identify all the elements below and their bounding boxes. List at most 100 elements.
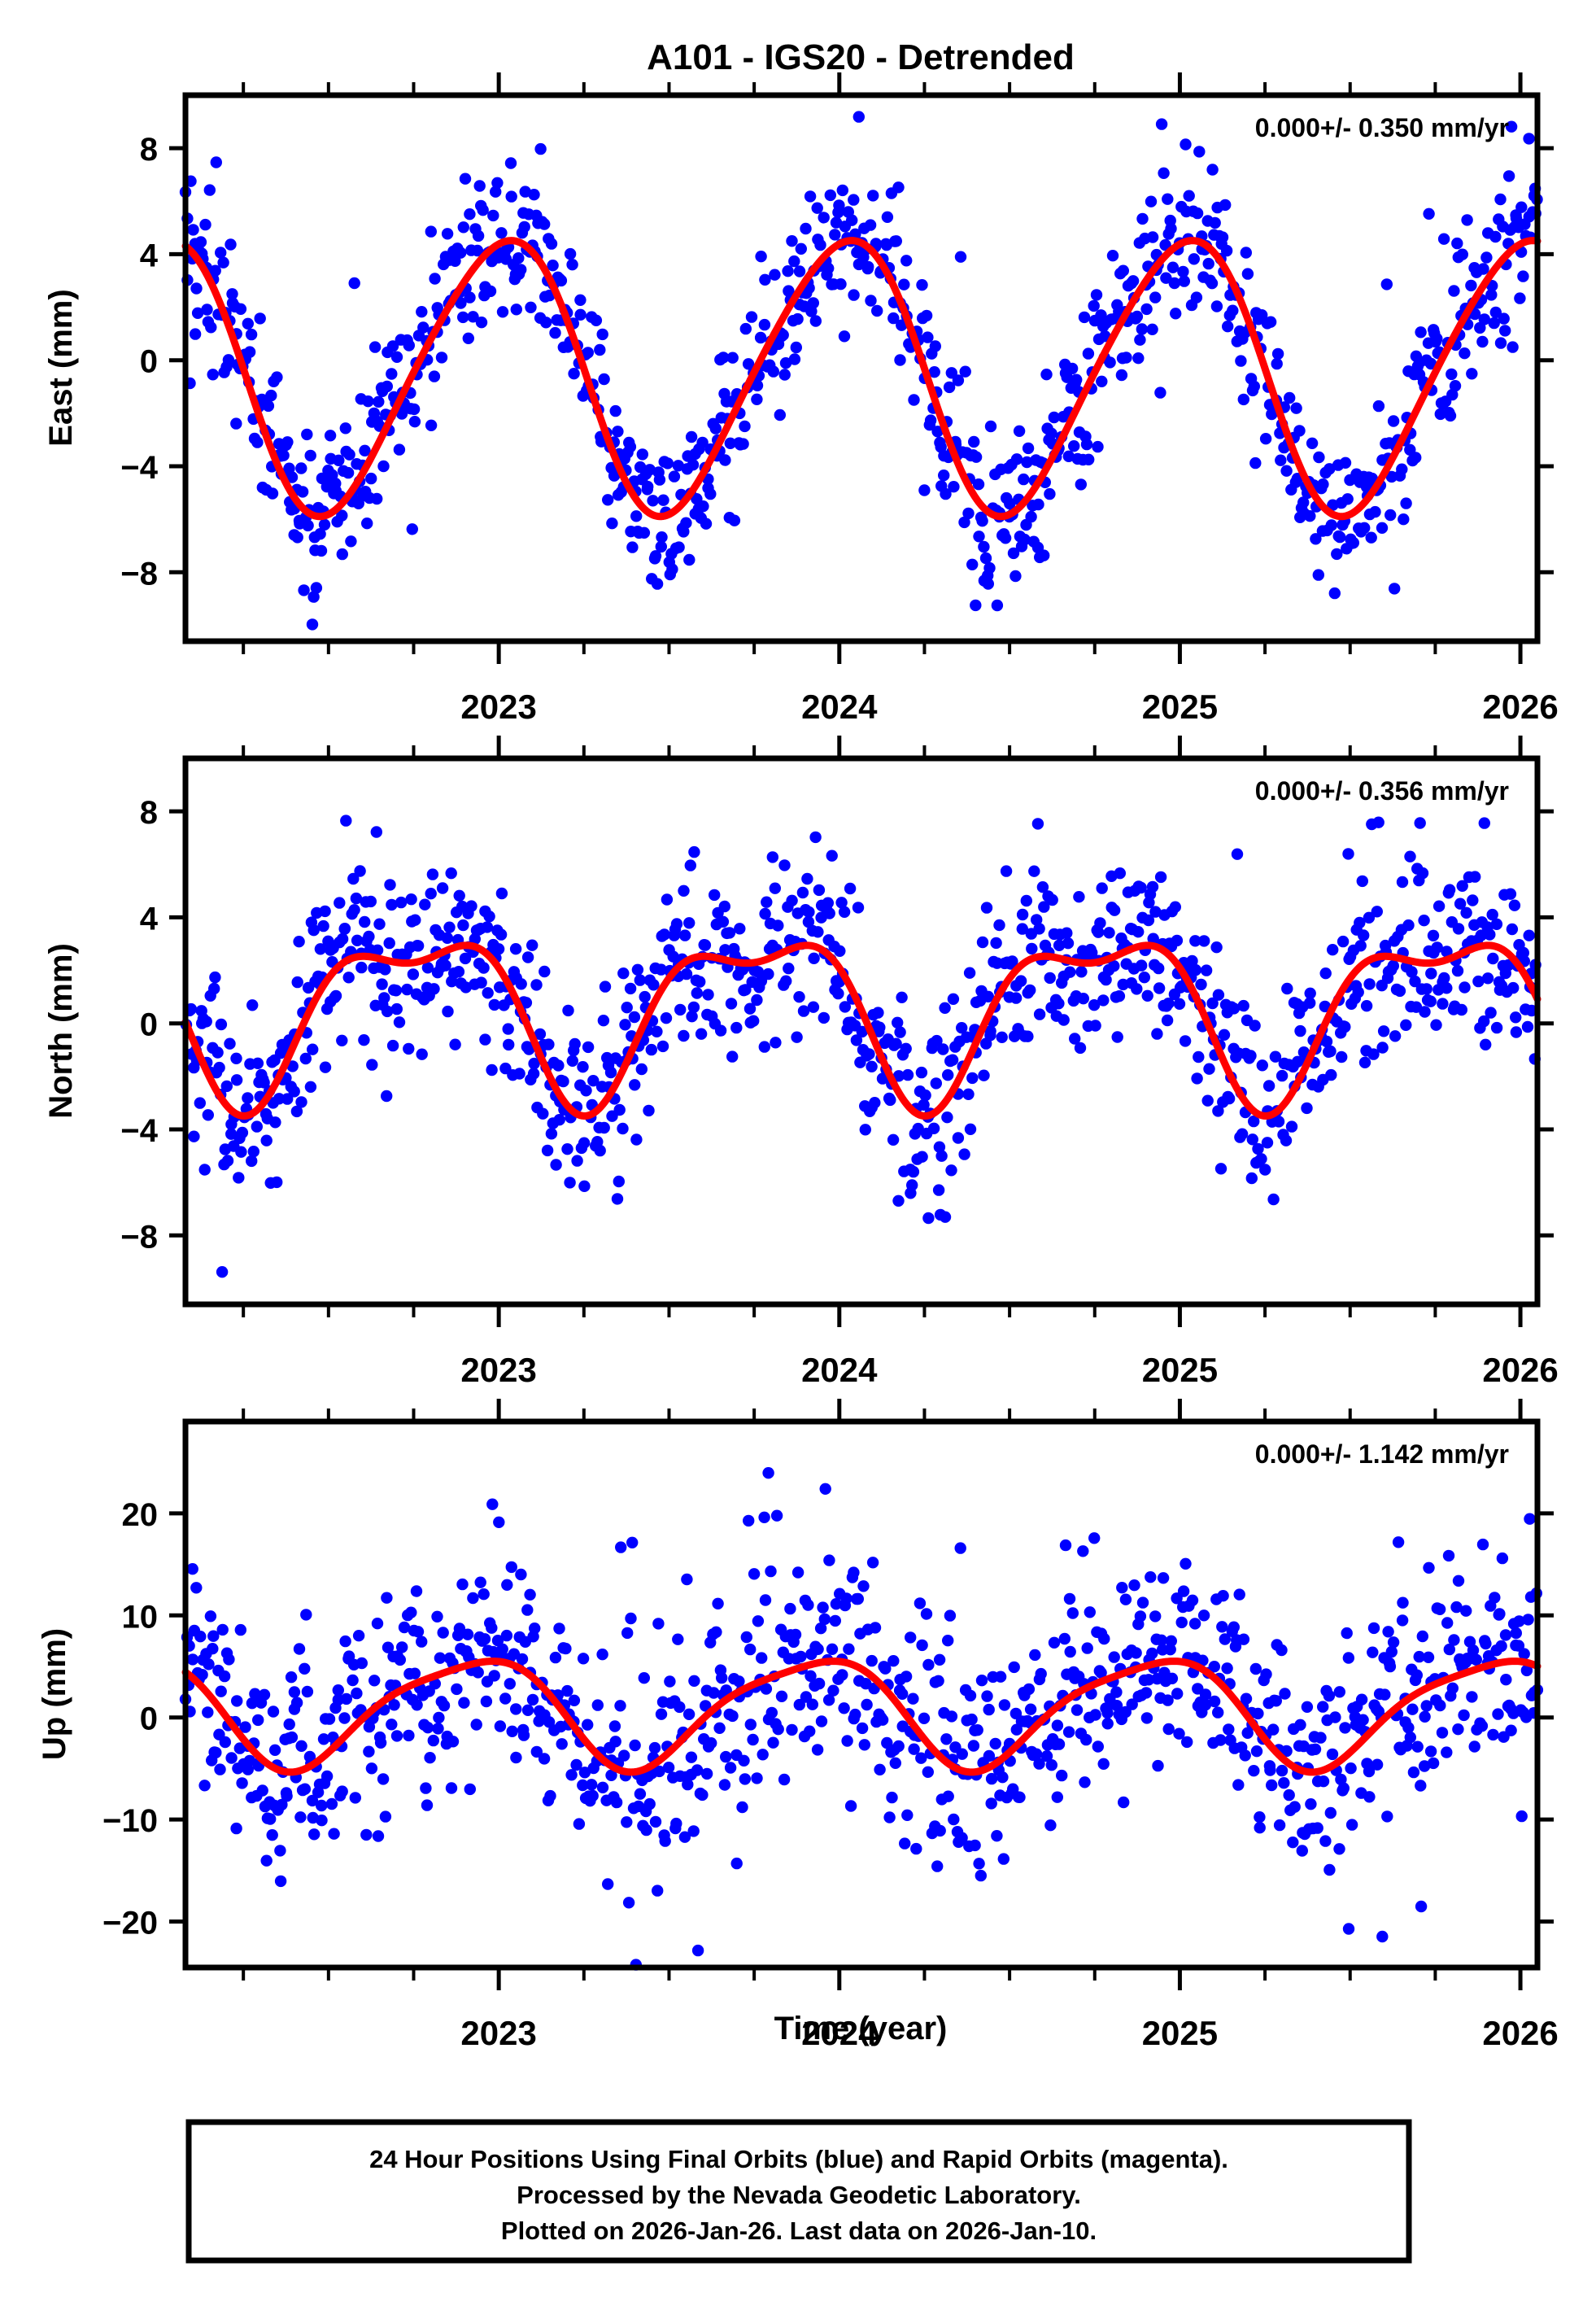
data-point <box>324 430 337 442</box>
data-point <box>1249 1020 1261 1032</box>
data-point <box>1415 1900 1428 1913</box>
data-point <box>819 1483 831 1496</box>
data-point <box>1342 1923 1355 1935</box>
data-point <box>1126 1698 1138 1710</box>
data-point <box>403 1729 415 1742</box>
data-point <box>477 1588 490 1601</box>
data-point <box>1331 548 1343 561</box>
data-point <box>686 1011 698 1023</box>
data-point <box>1252 1707 1264 1720</box>
data-point <box>730 1021 743 1034</box>
data-point <box>1051 1719 1064 1732</box>
data-point <box>529 1622 541 1635</box>
data-point <box>694 976 706 988</box>
data-point <box>1206 997 1219 1010</box>
data-point <box>770 1509 783 1522</box>
data-point <box>1235 355 1247 367</box>
y-tick-label: −8 <box>120 556 158 592</box>
data-point <box>685 1751 698 1763</box>
data-point <box>347 1674 359 1687</box>
data-point <box>1162 1694 1174 1706</box>
data-point <box>213 1061 225 1074</box>
data-point <box>301 428 313 441</box>
data-point <box>540 317 552 329</box>
data-point <box>1237 393 1250 406</box>
data-point <box>1155 118 1168 130</box>
panel-north: 840−4−8 2023 2024 2025 2026 North (mm) 0.00… <box>43 736 1559 1389</box>
data-point <box>688 845 700 858</box>
data-point <box>336 1785 348 1797</box>
data-point <box>509 943 522 955</box>
data-point <box>879 1662 892 1675</box>
data-point <box>467 311 479 323</box>
data-point <box>1022 442 1035 455</box>
data-point <box>456 1578 469 1591</box>
data-point <box>783 963 795 975</box>
data-point <box>874 1021 886 1033</box>
data-point <box>515 264 527 276</box>
data-point <box>319 905 331 918</box>
data-point <box>210 1746 222 1759</box>
data-point <box>1275 1644 1288 1657</box>
data-point <box>1024 984 1036 997</box>
data-point <box>403 339 415 352</box>
data-point <box>386 1039 399 1052</box>
data-point <box>549 326 561 339</box>
data-point <box>318 518 331 531</box>
data-point <box>234 1623 246 1636</box>
data-point <box>242 317 254 330</box>
east-fit-line <box>181 237 1541 521</box>
data-point <box>231 1695 243 1707</box>
data-point <box>1451 237 1463 250</box>
data-point <box>338 923 351 935</box>
data-point <box>861 1698 873 1711</box>
data-point <box>980 902 993 914</box>
data-point <box>966 1072 979 1085</box>
data-point <box>340 815 352 827</box>
data-point <box>1056 1769 1068 1782</box>
data-point <box>968 435 980 448</box>
data-point <box>1177 265 1189 278</box>
data-point <box>856 1025 869 1038</box>
data-point <box>1108 904 1121 916</box>
data-point <box>336 509 348 522</box>
data-point <box>608 1720 621 1732</box>
data-point <box>1441 1746 1453 1758</box>
data-point <box>1271 347 1284 360</box>
data-point <box>577 1653 590 1665</box>
data-point <box>1336 1050 1348 1063</box>
data-point <box>1466 1691 1478 1703</box>
data-point <box>488 1670 500 1682</box>
data-point <box>657 494 669 506</box>
data-point <box>363 930 375 943</box>
data-point <box>734 923 746 935</box>
data-point <box>451 1683 463 1696</box>
data-point <box>1323 1689 1336 1702</box>
data-point <box>281 1790 293 1802</box>
data-point <box>624 440 637 453</box>
data-point <box>1101 1706 1114 1719</box>
data-point <box>1200 964 1213 976</box>
data-point <box>1495 1640 1507 1653</box>
data-point <box>1146 231 1159 243</box>
data-point <box>1178 275 1191 287</box>
data-point <box>1431 333 1443 345</box>
data-point <box>586 1779 598 1791</box>
data-point <box>685 430 698 443</box>
data-point <box>425 225 437 238</box>
data-point <box>1149 291 1162 304</box>
data-point <box>1384 1660 1397 1673</box>
data-point <box>1089 1709 1101 1721</box>
data-point <box>230 1822 242 1835</box>
data-point <box>1455 1003 1468 1016</box>
data-point <box>862 260 874 273</box>
x-tick-label: 2024 <box>801 688 878 726</box>
data-point <box>1130 1647 1142 1659</box>
data-point <box>219 1736 231 1749</box>
data-point <box>1478 1015 1490 1028</box>
data-point <box>439 959 451 972</box>
data-point <box>1306 437 1319 449</box>
data-point <box>1246 1133 1259 1146</box>
data-point <box>1515 1810 1528 1823</box>
data-point <box>691 987 703 999</box>
